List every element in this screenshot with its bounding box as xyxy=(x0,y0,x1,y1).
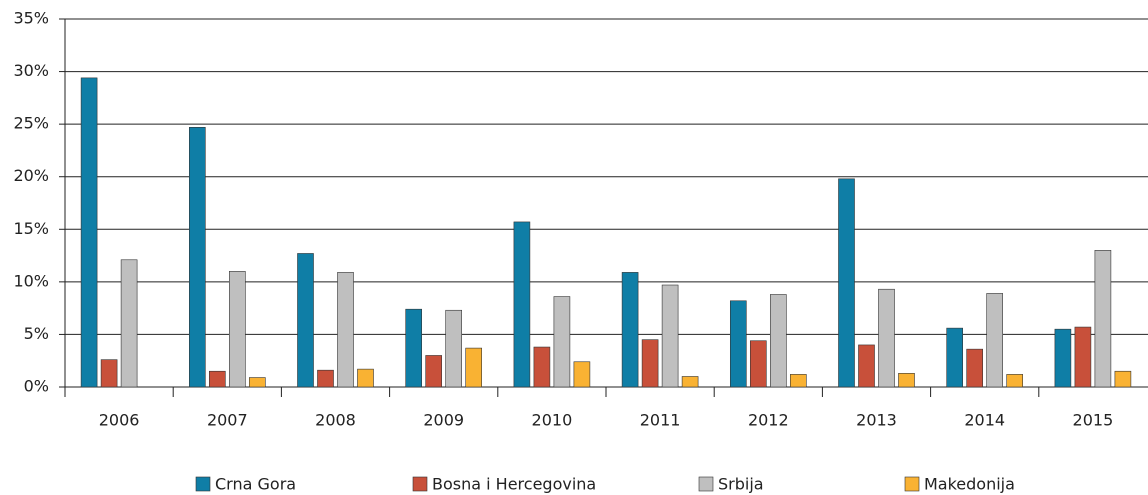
x-tick-label: 2009 xyxy=(423,411,464,430)
legend-swatch xyxy=(904,476,920,492)
bar xyxy=(405,308,423,388)
bar xyxy=(769,294,787,388)
bar xyxy=(297,253,314,388)
bar xyxy=(465,347,483,388)
bar xyxy=(838,178,855,388)
bar xyxy=(513,221,531,388)
x-tick-label: 2007 xyxy=(207,411,248,430)
bar xyxy=(317,369,334,388)
bar xyxy=(681,376,699,388)
bar xyxy=(425,355,443,388)
bar xyxy=(729,300,747,388)
bar xyxy=(189,126,206,388)
bar xyxy=(445,309,463,388)
bar xyxy=(209,370,226,388)
y-tick-label: 25% xyxy=(13,114,49,133)
legend-swatch xyxy=(698,476,714,492)
bar xyxy=(858,344,875,388)
bar xyxy=(789,374,807,388)
x-tick-label: 2011 xyxy=(640,411,681,430)
bar xyxy=(946,327,964,388)
y-tick-label: 30% xyxy=(13,61,49,80)
legend-label: Srbija xyxy=(718,475,764,494)
bar xyxy=(120,259,138,388)
bar xyxy=(661,284,679,388)
bar xyxy=(621,272,639,388)
bar xyxy=(898,373,915,388)
x-tick-label: 2010 xyxy=(532,411,573,430)
x-tick-label: 2012 xyxy=(748,411,789,430)
bar xyxy=(1074,326,1092,388)
y-tick-label: 0% xyxy=(24,377,49,396)
y-tick-label: 20% xyxy=(13,166,49,185)
bar xyxy=(986,293,1004,388)
bar xyxy=(533,346,551,388)
bar xyxy=(1114,370,1132,388)
bar xyxy=(966,348,984,388)
bar xyxy=(80,77,98,388)
y-tick-label: 5% xyxy=(24,324,49,343)
bar xyxy=(100,359,118,388)
bar xyxy=(641,339,659,388)
bar xyxy=(878,288,895,388)
y-tick-label: 35% xyxy=(13,9,49,28)
legend-swatch xyxy=(412,476,428,492)
x-tick-label: 2013 xyxy=(856,411,897,430)
x-tick-label: 2014 xyxy=(964,411,1005,430)
bar xyxy=(1094,250,1112,388)
x-tick-label: 2008 xyxy=(315,411,356,430)
bar xyxy=(229,271,246,388)
bar xyxy=(337,272,354,388)
bar xyxy=(1054,328,1072,388)
legend-label: Makedonija xyxy=(924,475,1015,494)
legend-label: Crna Gora xyxy=(215,475,296,494)
bar xyxy=(749,340,767,388)
x-tick-label: 2015 xyxy=(1073,411,1114,430)
bar xyxy=(573,361,591,388)
legend-swatch xyxy=(195,476,211,492)
bar xyxy=(1006,374,1024,388)
legend-label: Bosna i Hercegovina xyxy=(432,475,596,494)
x-tick-label: 2006 xyxy=(99,411,140,430)
y-tick-label: 15% xyxy=(13,219,49,238)
bar xyxy=(357,368,374,388)
bar xyxy=(553,296,571,388)
y-tick-label: 10% xyxy=(13,271,49,290)
bar xyxy=(249,377,266,388)
